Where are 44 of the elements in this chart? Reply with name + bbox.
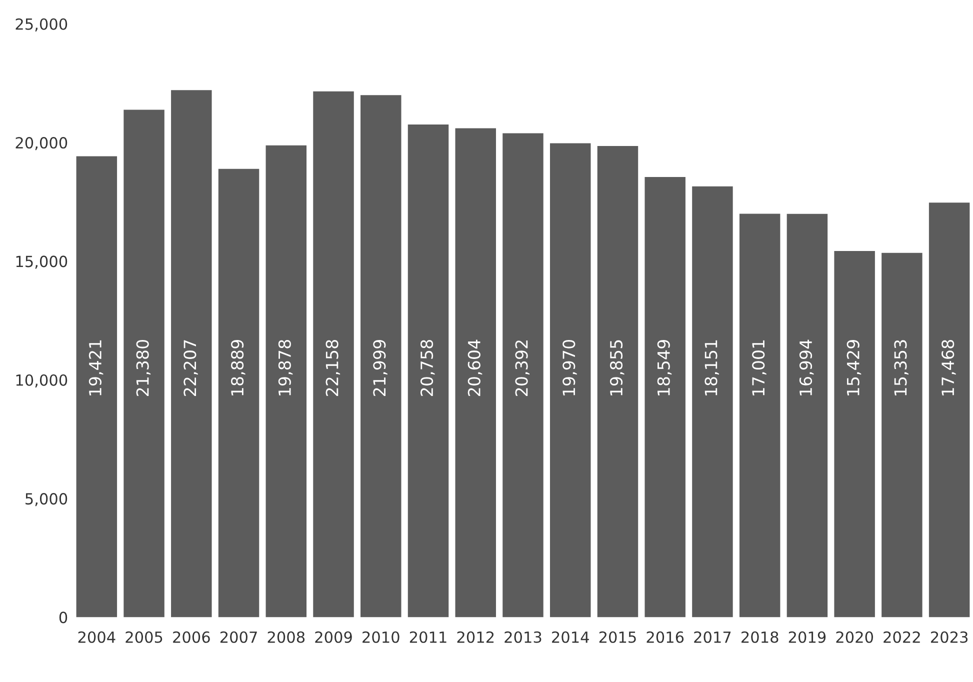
x-tick-label: 2005 [126, 631, 162, 643]
x-tick-label: 2007 [220, 631, 257, 643]
data-label: 15,353 [894, 340, 908, 396]
x-tick-label: 2015 [599, 631, 636, 643]
y-tick-label: 5,000 [26, 493, 68, 506]
x-tick-label: 2009 [315, 631, 352, 643]
x-tick-label: 2018 [742, 631, 778, 643]
x-tick-label: 2011 [410, 631, 446, 643]
x-tick-label: 2022 [884, 631, 920, 643]
x-tick-label: 2004 [78, 631, 116, 643]
data-label: 16,994 [799, 340, 814, 396]
x-tick-label: 2012 [457, 631, 494, 643]
x-tick-label: 2019 [788, 631, 826, 643]
y-tick-label: 25,000 [16, 18, 68, 32]
data-label: 17,468 [942, 340, 956, 396]
x-tick-label: 2010 [362, 631, 400, 643]
y-tick-label: 20,000 [16, 137, 68, 150]
data-label: 18,549 [657, 340, 672, 396]
x-tick-label: 2006 [173, 631, 210, 643]
data-label: 20,758 [420, 340, 435, 396]
y-tick-label: 15,000 [16, 256, 68, 269]
data-label: 19,878 [278, 340, 293, 396]
y-tick-label: 0 [59, 612, 68, 624]
x-tick-label: 2023 [930, 631, 968, 643]
x-tick-label: 2017 [694, 631, 731, 643]
y-tick-label: 10,000 [16, 374, 68, 388]
x-tick-label: 2016 [646, 631, 684, 643]
x-tick-label: 2008 [268, 631, 305, 643]
data-label: 19,421 [88, 340, 104, 396]
data-label: 17,001 [752, 340, 766, 396]
data-label: 20,604 [468, 340, 482, 396]
data-label: 22,207 [184, 340, 198, 396]
data-label: 19,970 [562, 340, 577, 396]
data-label: 19,855 [610, 340, 624, 396]
data-label: 22,158 [326, 340, 340, 396]
data-label: 15,429 [846, 340, 862, 396]
data-label: 18,889 [231, 340, 246, 396]
x-tick-label: 2020 [836, 631, 873, 643]
data-label: 20,392 [515, 340, 530, 396]
x-tick-label: 2013 [504, 631, 542, 643]
data-label: 21,999 [373, 340, 388, 396]
data-label: 21,380 [136, 340, 151, 396]
data-label: 18,151 [704, 340, 720, 396]
x-tick-label: 2014 [552, 631, 589, 643]
